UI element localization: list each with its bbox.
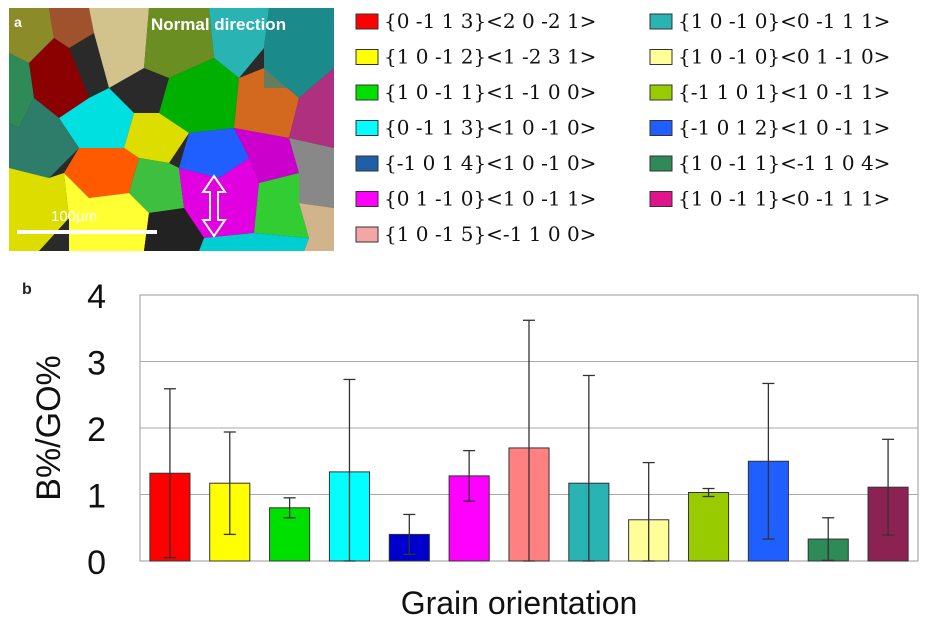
legend-label-7: {1 0 -1 0}<0 -1 1 1> (678, 9, 890, 33)
legend-swatch-12 (649, 191, 673, 207)
legend-swatch-8 (649, 49, 673, 65)
legend-swatch-2 (355, 84, 379, 101)
legend-label-0: {0 -1 1 3}<2 0 -2 1> (384, 9, 596, 33)
legend-swatch-9 (649, 84, 673, 101)
normal-direction-label: Normal direction (151, 15, 287, 34)
scale-bar-label: 100μm (51, 208, 98, 225)
legend-label-11: {1 0 -1 1}<-1 1 0 4> (678, 151, 890, 175)
legend-label-8: {1 0 -1 0}<0 1 -1 0> (678, 45, 890, 69)
panel-b-label: b (22, 281, 32, 298)
y-tick-label-2: 2 (87, 411, 106, 449)
legend-swatch-6 (355, 226, 379, 243)
y-tick-label-3: 3 (87, 345, 106, 383)
legend-label-2: {1 0 -1 1}<1 -1 0 0> (384, 80, 596, 104)
ebsd-orientation-map: a Normal direction 100μm (9, 8, 334, 251)
bar-9 (687, 492, 730, 562)
y-axis-label: B%/GO% (30, 355, 68, 500)
legend-swatch-11 (649, 155, 673, 172)
legend-label-9: {-1 1 0 1}<1 0 -1 1> (678, 80, 890, 104)
legend-label-3: {0 -1 1 3}<1 0 -1 0> (384, 116, 596, 140)
normal-direction-arrow-icon (201, 174, 227, 238)
legend-swatch-4 (355, 155, 379, 172)
legend-label-10: {-1 0 1 2}<1 0 -1 1> (678, 116, 890, 140)
legend-swatch-3 (355, 120, 379, 136)
bar-chart: b 0 1 2 3 4 B%/GO% Grain orientation (22, 278, 919, 621)
y-tick-label-0: 0 (87, 544, 106, 582)
legend-swatch-5 (355, 191, 379, 207)
legend-swatch-10 (649, 120, 673, 136)
legend-label-1: {1 0 -1 2}<1 -2 3 1> (384, 45, 596, 69)
legend-label-12: {1 0 -1 1}<0 -1 1 1> (678, 187, 890, 211)
legend-swatch-7 (649, 13, 673, 30)
legend-label-4: {-1 0 1 4}<1 0 -1 0> (384, 151, 596, 175)
legend-swatch-0 (355, 13, 379, 30)
panel-a-label: a (14, 14, 22, 30)
legend-label-5: {0 1 -1 0}<1 0 -1 1> (384, 187, 596, 211)
legend-swatch-1 (355, 49, 379, 65)
y-tick-label-1: 1 (87, 478, 106, 516)
x-axis-label: Grain orientation (401, 585, 638, 621)
y-tick-label-4: 4 (87, 278, 106, 316)
legend-label-6: {1 0 -1 5}<-1 1 0 0> (384, 222, 596, 246)
scale-bar (17, 230, 157, 234)
legend: {0 -1 1 3}<2 0 -2 1> {1 0 -1 2}<1 -2 3 1>… (355, 9, 890, 246)
